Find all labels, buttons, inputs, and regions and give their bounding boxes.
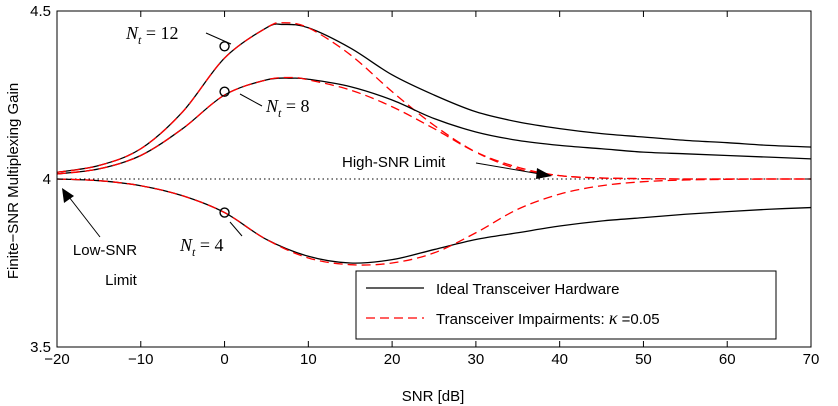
x-tick-label: 10 bbox=[300, 351, 317, 368]
x-tick-label: −10 bbox=[128, 351, 153, 368]
high-snr-arrow-line bbox=[475, 162, 541, 175]
legend: Ideal Transceiver Hardware Transceiver I… bbox=[355, 270, 777, 340]
series-nt-8-impairments bbox=[56, 76, 811, 180]
y-axis-title: Finite−SNR Multiplexing Gain bbox=[5, 83, 22, 279]
x-tick-label: 0 bbox=[220, 351, 228, 368]
marker-nt-12 bbox=[219, 41, 230, 52]
y-tick-label: 3.5 bbox=[30, 339, 51, 356]
marker-nt-4 bbox=[219, 207, 230, 218]
low-snr-label-line1: Low-SNR bbox=[73, 242, 137, 259]
x-tick-label: 30 bbox=[468, 351, 485, 368]
annotation-nt4: Nt = 4 bbox=[179, 221, 243, 259]
low-snr-arrow-head bbox=[62, 188, 74, 203]
high-snr-label: High-SNR Limit bbox=[342, 154, 446, 171]
annotation-low-snr: Low-SNR Limit bbox=[62, 188, 138, 289]
x-tick-label: 40 bbox=[551, 351, 568, 368]
nt12-leader bbox=[205, 32, 232, 45]
nt8-label: Nt = 8 bbox=[265, 96, 310, 120]
nt8-leader bbox=[239, 93, 263, 107]
series-nt-12-impairments bbox=[56, 22, 811, 180]
annotation-nt8: Nt = 8 bbox=[239, 93, 310, 120]
low-snr-arrow-line bbox=[68, 196, 101, 238]
legend-box bbox=[355, 270, 777, 340]
x-tick-label: 60 bbox=[719, 351, 736, 368]
x-axis-title: SNR [dB] bbox=[402, 388, 465, 405]
legend-entry-impairments: Transceiver Impairments: κ =0.05 bbox=[436, 308, 660, 328]
nt4-label: Nt = 4 bbox=[179, 235, 224, 259]
annotation-high-snr: High-SNR Limit bbox=[336, 152, 552, 179]
annotation-nt12: Nt = 12 bbox=[125, 23, 232, 47]
x-tick-label: 70 bbox=[803, 351, 820, 368]
axes-layer: −20 −10 0 10 20 30 40 50 60 70 3.5 4 4.5 bbox=[30, 3, 819, 368]
high-snr-arrow-head bbox=[536, 168, 552, 179]
y-tick-label: 4.5 bbox=[30, 3, 51, 20]
high-snr-label-bg bbox=[336, 152, 478, 172]
nt4-leader bbox=[229, 221, 243, 237]
x-tick-label: 50 bbox=[635, 351, 652, 368]
y-tick-label: 4 bbox=[43, 171, 51, 188]
nt12-label: Nt = 12 bbox=[125, 23, 179, 47]
low-snr-label-line2: Limit bbox=[105, 272, 138, 289]
x-tick-label: 20 bbox=[384, 351, 401, 368]
series-nt-4-impairments bbox=[56, 178, 812, 266]
x-tick-label: −20 bbox=[44, 351, 69, 368]
series-layer bbox=[56, 22, 812, 266]
marker-nt-8 bbox=[219, 86, 230, 97]
legend-entry-ideal: Ideal Transceiver Hardware bbox=[436, 281, 619, 298]
marker-layer bbox=[219, 41, 230, 218]
series-nt-12-ideal bbox=[56, 23, 812, 173]
